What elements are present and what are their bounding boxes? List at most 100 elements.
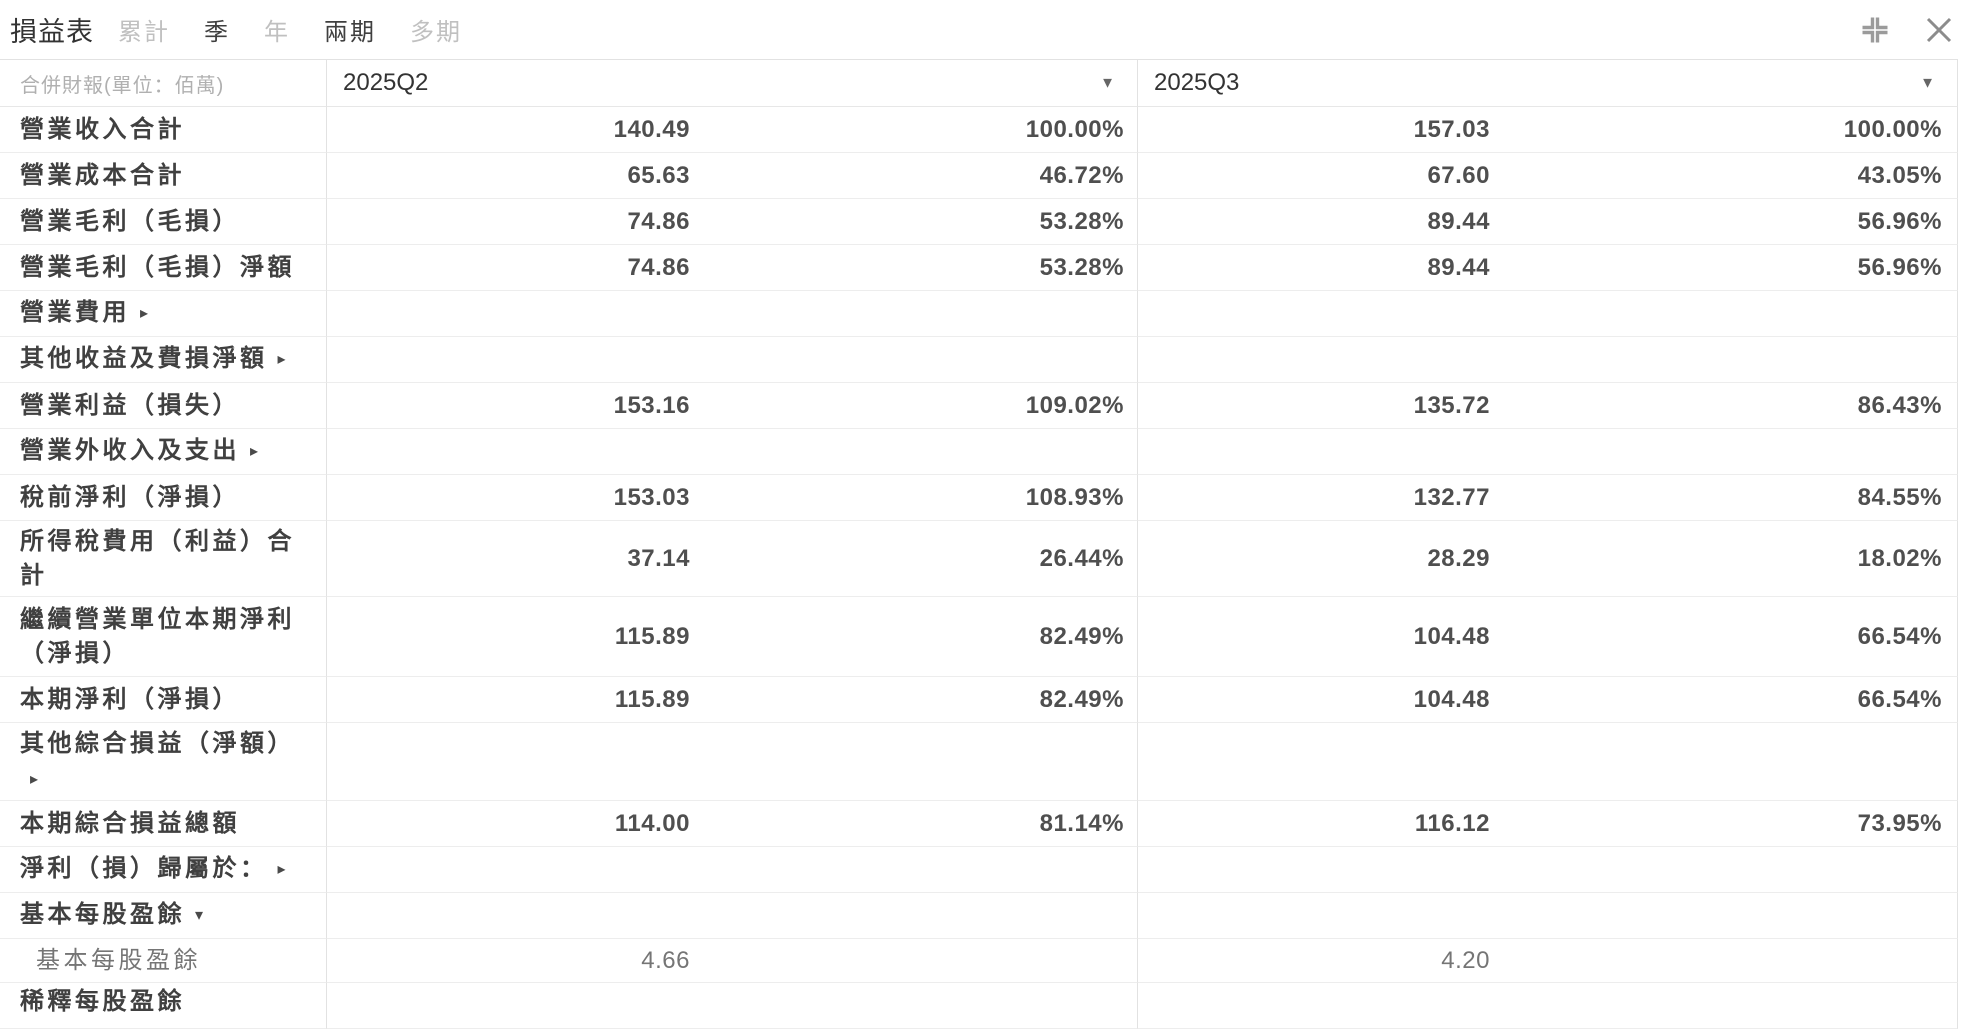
collapse-row-icon[interactable]: ▾ (195, 907, 204, 924)
row-filler (1958, 291, 1978, 337)
row-filler (1958, 521, 1978, 597)
table-corner-label: 合併財報(單位：佰萬) (0, 59, 327, 107)
cell-q2 (327, 429, 703, 475)
cell-q3_pct: 84.55% (1503, 475, 1958, 521)
row-label-cell: 本期淨利（淨損） (0, 677, 327, 723)
dropdown-caret-icon[interactable]: ▼ (1100, 74, 1115, 92)
table-row[interactable]: 基本每股盈餘 ▾ (0, 893, 1978, 939)
table-row[interactable]: 其他收益及費損淨額 ▸ (0, 337, 1978, 383)
row-filler (1958, 723, 1978, 801)
row-label-cell: 其他綜合損益（淨額） ▸ (0, 723, 327, 801)
column-header-q2[interactable]: 2025Q2 ▼ (327, 59, 1138, 107)
row-label-cell: 本期綜合損益總額 (0, 801, 327, 847)
cell-q2 (327, 723, 703, 801)
table-row: 所得稅費用（利益）合計 37.14 26.44% 28.29 18.02% (0, 521, 1978, 597)
row-label: 營業收入合計 (20, 115, 185, 143)
row-filler (1958, 893, 1978, 939)
cell-q2: 115.89 (327, 597, 703, 677)
expand-row-icon[interactable]: ▸ (30, 770, 39, 788)
table-row[interactable]: 營業費用 ▸ (0, 291, 1978, 337)
tab-3[interactable]: 年 (264, 19, 290, 46)
cell-q2: 65.63 (327, 153, 703, 199)
row-filler (1958, 199, 1978, 245)
cell-q3_pct: 18.02% (1503, 521, 1958, 597)
row-label-cell: 基本每股盈餘 (0, 939, 327, 983)
cell-q3 (1138, 983, 1503, 1029)
cell-q3_pct: 66.54% (1503, 677, 1958, 723)
table-row: 稅前淨利（淨損） 153.03 108.93% 132.77 84.55% (0, 475, 1978, 521)
cell-q3_pct: 56.96% (1503, 245, 1958, 291)
exit-fullscreen-icon[interactable] (1860, 15, 1890, 45)
dropdown-caret-icon[interactable]: ▼ (1920, 74, 1935, 92)
cell-q3: 28.29 (1138, 521, 1503, 597)
cell-q3_pct (1503, 291, 1958, 337)
table-row[interactable]: 營業外收入及支出 ▸ (0, 429, 1978, 475)
row-label-cell: 營業外收入及支出 ▸ (0, 429, 327, 475)
expand-row-icon[interactable]: ▸ (277, 861, 286, 878)
cell-q2_pct (703, 847, 1138, 893)
close-icon[interactable] (1924, 15, 1954, 45)
row-label-cell: 營業費用 ▸ (0, 291, 327, 337)
row-label: 淨利（損）歸屬於： (20, 855, 268, 882)
row-label-cell: 營業收入合計 (0, 107, 327, 153)
expand-row-icon[interactable]: ▸ (250, 443, 259, 460)
cell-q3_pct (1503, 939, 1958, 983)
cell-q3: 89.44 (1138, 245, 1503, 291)
row-label: 繼續營業單位本期淨利（淨損） (20, 605, 295, 667)
cell-q3: 104.48 (1138, 677, 1503, 723)
cell-q3_pct (1503, 983, 1958, 1029)
cell-q3_pct: 43.05% (1503, 153, 1958, 199)
cell-q2 (327, 291, 703, 337)
cell-q2 (327, 337, 703, 383)
cell-q3: 135.72 (1138, 383, 1503, 429)
row-label: 基本每股盈餘 (36, 946, 201, 974)
cell-q2: 4.66 (327, 939, 703, 983)
row-filler (1958, 677, 1978, 723)
table-row: 繼續營業單位本期淨利（淨損） 115.89 82.49% 104.48 66.54% (0, 597, 1978, 677)
cell-q3: 104.48 (1138, 597, 1503, 677)
cell-q3_pct (1503, 893, 1958, 939)
row-filler (1958, 153, 1978, 199)
cell-q3: 4.20 (1138, 939, 1503, 983)
cell-q2: 37.14 (327, 521, 703, 597)
cell-q2_pct (703, 939, 1138, 983)
cell-q3 (1138, 429, 1503, 475)
tab-5[interactable]: 多期 (410, 19, 462, 46)
row-filler (1958, 245, 1978, 291)
tab-4[interactable]: 兩期 (324, 19, 376, 46)
tab-2[interactable]: 季 (204, 19, 230, 46)
cell-q3: 116.12 (1138, 801, 1503, 847)
table-row: 稀釋每股盈餘 (0, 983, 1978, 1029)
column-header-q3-label: 2025Q3 (1154, 69, 1240, 96)
cell-q2_pct (703, 723, 1138, 801)
cell-q3_pct (1503, 723, 1958, 801)
cell-q2_pct: 53.28% (703, 245, 1138, 291)
expand-row-icon[interactable]: ▸ (140, 305, 149, 322)
cell-q3_pct (1503, 337, 1958, 383)
table-row: 本期淨利（淨損） 115.89 82.49% 104.48 66.54% (0, 677, 1978, 723)
cell-q3_pct: 56.96% (1503, 199, 1958, 245)
tab-bar: 累計 季 年 兩期 多期 (118, 12, 462, 47)
table-body: 營業收入合計 140.49 100.00% 157.03 100.00% 營業成本合計 65… (0, 107, 1978, 1029)
table-row: 營業毛利（毛損） 74.86 53.28% 89.44 56.96% (0, 199, 1978, 245)
cell-q2: 74.86 (327, 245, 703, 291)
table-row: 營業利益（損失） 153.16 109.02% 135.72 86.43% (0, 383, 1978, 429)
row-label: 營業利益（損失） (20, 391, 240, 419)
column-header-q3[interactable]: 2025Q3 ▼ (1138, 59, 1958, 107)
row-filler (1958, 847, 1978, 893)
row-filler (1958, 337, 1978, 383)
table-row: 營業成本合計 65.63 46.72% 67.60 43.05% (0, 153, 1978, 199)
row-label-cell: 繼續營業單位本期淨利（淨損） (0, 597, 327, 677)
expand-row-icon[interactable]: ▸ (277, 351, 286, 368)
row-filler (1958, 107, 1978, 153)
row-filler (1958, 939, 1978, 983)
row-label: 營業毛利（毛損）淨額 (20, 253, 295, 281)
row-label-cell: 營業毛利（毛損）淨額 (0, 245, 327, 291)
table-row[interactable]: 其他綜合損益（淨額） ▸ (0, 723, 1978, 801)
tab-1[interactable]: 累計 (118, 19, 170, 46)
cell-q2 (327, 847, 703, 893)
table-row[interactable]: 淨利（損）歸屬於： ▸ (0, 847, 1978, 893)
row-label: 其他綜合損益（淨額） (20, 729, 295, 757)
cell-q3 (1138, 893, 1503, 939)
cell-q3: 67.60 (1138, 153, 1503, 199)
